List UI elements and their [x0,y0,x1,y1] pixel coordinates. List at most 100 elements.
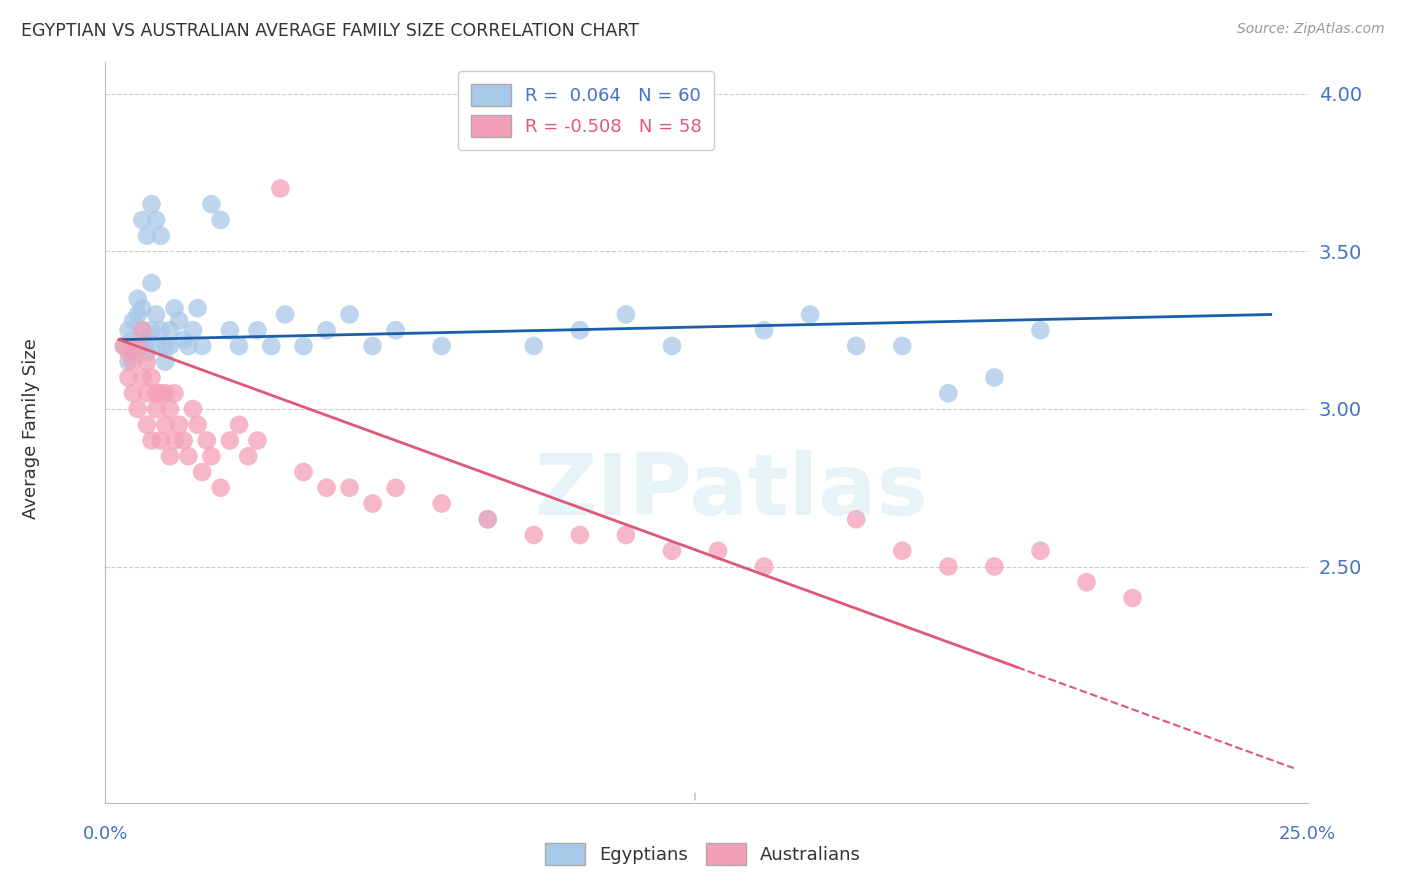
Point [127,292,149,306]
Point [936,559,959,574]
Point [159,402,181,417]
Point [131,301,153,315]
Point [218,323,240,337]
Point [155,339,177,353]
Point [159,339,181,353]
Point [936,386,959,401]
Point [145,386,167,401]
Point [200,197,222,211]
Point [131,323,153,337]
Point [117,345,139,359]
Point [752,559,775,574]
Point [131,370,153,384]
Point [159,323,181,337]
Point [155,386,177,401]
Point [200,449,222,463]
Point [163,386,186,401]
Point [155,417,177,432]
Point [122,355,145,369]
Point [477,512,499,526]
Point [131,323,153,337]
Text: Source: ZipAtlas.com: Source: ZipAtlas.com [1237,22,1385,37]
Point [173,333,195,347]
Point [135,386,157,401]
Point [135,345,157,359]
Point [177,339,200,353]
Point [274,308,297,322]
Point [127,308,149,322]
Point [127,339,149,353]
Point [477,512,499,526]
Point [661,339,683,353]
Point [845,339,868,353]
Point [135,228,157,243]
Point [523,528,546,542]
Point [117,355,139,369]
Point [131,213,153,227]
Point [135,333,157,347]
Point [131,339,153,353]
Point [181,323,204,337]
Point [173,434,195,448]
Point [145,213,167,227]
Point [983,370,1005,384]
Point [167,314,190,328]
Point [167,417,190,432]
Point [127,402,149,417]
Point [384,323,406,337]
Legend: R =  0.064   N = 60, R = -0.508   N = 58: R = 0.064 N = 60, R = -0.508 N = 58 [458,71,714,150]
Point [149,434,172,448]
Legend: Egyptians, Australians: Egyptians, Australians [537,836,869,872]
Point [614,308,637,322]
Point [430,496,453,510]
Text: ZIPatlas: ZIPatlas [534,450,928,533]
Point [117,370,139,384]
Point [361,339,384,353]
Point [845,512,868,526]
Point [122,333,145,347]
Point [187,301,209,315]
Point [145,308,167,322]
Point [1029,323,1052,337]
Point [614,528,637,542]
Point [568,323,591,337]
Point [122,314,145,328]
Point [218,434,240,448]
Point [149,323,172,337]
Text: Average Family Size: Average Family Size [22,338,39,518]
Point [339,481,361,495]
Text: 0.0%: 0.0% [83,825,128,843]
Point [122,386,145,401]
Point [209,481,232,495]
Point [141,197,163,211]
Point [523,339,546,353]
Point [1122,591,1144,605]
Point [292,465,315,479]
Point [260,339,283,353]
Point [141,370,163,384]
Point [112,339,135,353]
Point [135,417,157,432]
Text: 25.0%: 25.0% [1279,825,1336,843]
Point [752,323,775,337]
Point [1076,575,1098,590]
Point [246,323,269,337]
Point [122,345,145,359]
Point [1029,543,1052,558]
Text: EGYPTIAN VS AUSTRALIAN AVERAGE FAMILY SIZE CORRELATION CHART: EGYPTIAN VS AUSTRALIAN AVERAGE FAMILY SI… [21,22,640,40]
Point [141,323,163,337]
Point [112,339,135,353]
Point [141,276,163,290]
Point [228,339,250,353]
Point [361,496,384,510]
Point [384,481,406,495]
Point [191,339,214,353]
Point [135,355,157,369]
Point [661,543,683,558]
Point [159,449,181,463]
Point [891,339,914,353]
Point [568,528,591,542]
Point [246,434,269,448]
Point [127,339,149,353]
Point [315,481,337,495]
